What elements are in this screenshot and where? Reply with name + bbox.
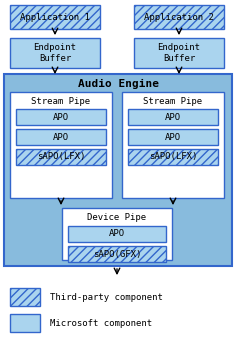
Text: APO: APO bbox=[109, 229, 125, 239]
Bar bbox=[134, 5, 224, 29]
Text: Audio Engine: Audio Engine bbox=[77, 79, 159, 89]
Text: Device Pipe: Device Pipe bbox=[87, 213, 147, 223]
Text: APO: APO bbox=[165, 132, 181, 142]
Bar bbox=[4, 74, 232, 266]
Text: APO: APO bbox=[53, 132, 69, 142]
Bar bbox=[128, 129, 218, 145]
Bar bbox=[128, 149, 218, 165]
Text: Stream Pipe: Stream Pipe bbox=[31, 97, 91, 105]
Text: Third-party component: Third-party component bbox=[50, 292, 163, 302]
Text: sAPO(LFX): sAPO(LFX) bbox=[37, 153, 85, 161]
Bar bbox=[10, 288, 40, 306]
Text: APO: APO bbox=[165, 113, 181, 121]
Text: Microsoft component: Microsoft component bbox=[50, 319, 152, 327]
Text: APO: APO bbox=[53, 113, 69, 121]
Bar bbox=[122, 92, 224, 198]
Bar bbox=[10, 314, 40, 332]
Bar bbox=[134, 38, 224, 68]
Text: Endpoint
Buffer: Endpoint Buffer bbox=[157, 43, 201, 63]
Bar bbox=[62, 208, 172, 260]
Text: Stream Pipe: Stream Pipe bbox=[143, 97, 202, 105]
Bar bbox=[16, 149, 106, 165]
Bar bbox=[68, 246, 166, 262]
Text: Endpoint
Buffer: Endpoint Buffer bbox=[34, 43, 76, 63]
Bar bbox=[16, 109, 106, 125]
Text: sAPO(GFX): sAPO(GFX) bbox=[93, 250, 141, 258]
Text: sAPO(LFX): sAPO(LFX) bbox=[149, 153, 197, 161]
Bar bbox=[10, 38, 100, 68]
Text: Application 2: Application 2 bbox=[144, 12, 214, 22]
Bar bbox=[10, 5, 100, 29]
Bar bbox=[16, 129, 106, 145]
Text: Application 1: Application 1 bbox=[20, 12, 90, 22]
Bar bbox=[68, 226, 166, 242]
Bar bbox=[10, 92, 112, 198]
Bar bbox=[128, 109, 218, 125]
